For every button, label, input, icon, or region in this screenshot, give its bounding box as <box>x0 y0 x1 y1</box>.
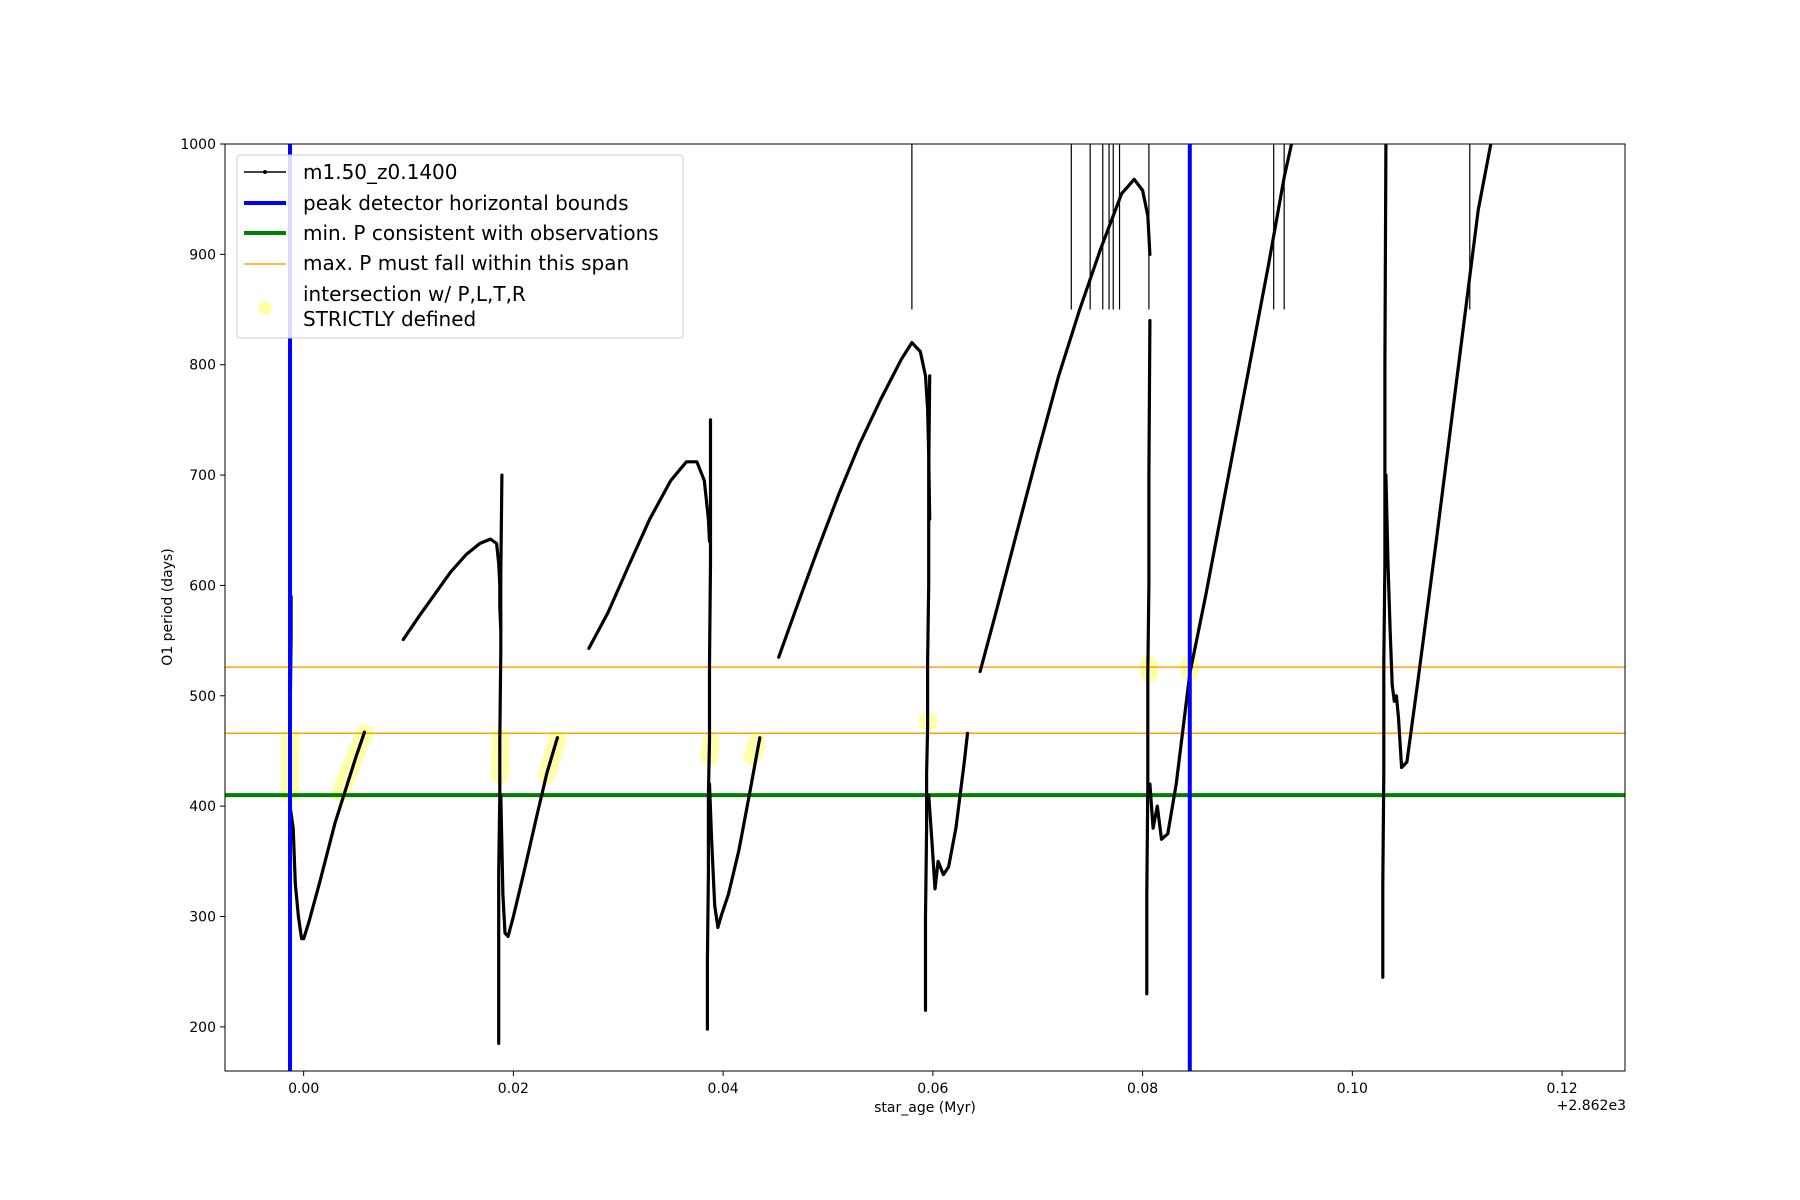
x-tick-label-5: 0.10 <box>1337 1081 1368 1097</box>
series-segment-12 <box>1145 319 1152 996</box>
series-segment-3 <box>497 473 504 1046</box>
y-axis-label: O1 period (days) <box>160 548 176 665</box>
y-tick-label-5: 700 <box>189 468 216 484</box>
plot-frame <box>224 143 1626 1072</box>
y-tick-label-7: 900 <box>189 247 216 263</box>
series-segment-8 <box>777 341 932 659</box>
series-segment-14 <box>1381 144 1388 979</box>
y-tick-label-1: 300 <box>189 910 216 926</box>
legend-label-max-span: max. P must fall within this span <box>303 251 629 275</box>
y-tick-label-6: 800 <box>189 358 216 374</box>
legend-swatch-series-marker <box>263 170 267 174</box>
plot-area <box>225 144 1625 1071</box>
highlight-mark-5 <box>743 733 766 766</box>
series-segment-6 <box>705 418 713 1031</box>
legend-label-series: m1.50_z0.1400 <box>303 160 458 184</box>
series-segment-7 <box>707 736 762 930</box>
y-tick-label-2: 400 <box>189 799 216 815</box>
legend-label-vline: peak detector horizontal bounds <box>303 191 629 215</box>
y-tick-label-4: 600 <box>189 578 216 594</box>
y-tick-label-0: 200 <box>189 1020 216 1036</box>
x-tick-label-2: 0.04 <box>708 1081 739 1097</box>
legend-label-highlight-line2: STRICTLY defined <box>303 307 476 331</box>
legend-label-highlight-line1: intersection w/ P,L,T,R <box>303 282 526 306</box>
x-tick-label-3: 0.06 <box>917 1081 948 1097</box>
series-segment-9 <box>923 374 932 1012</box>
legend-swatch-highlight <box>258 301 272 315</box>
x-tick-label-6: 0.12 <box>1546 1081 1577 1097</box>
y-tick-label-3: 500 <box>189 689 216 705</box>
series-segment-1 <box>288 730 367 941</box>
legend-label-min-line: min. P consistent with observations <box>303 221 659 245</box>
x-axis-offset-label: +2.862e3 <box>1557 1098 1626 1114</box>
y-tick-label-8: 1000 <box>180 137 216 153</box>
x-tick-label-4: 0.08 <box>1127 1081 1158 1097</box>
series-segment-15 <box>1384 144 1493 770</box>
x-tick-label-0: 0.00 <box>288 1081 319 1097</box>
plot-content <box>225 144 1625 1071</box>
axis-ticks: 0.00 0.02 0.04 0.06 0.08 0.10 0.12 200 300 400 500… <box>180 137 1577 1097</box>
x-tick-label-1: 0.02 <box>498 1081 529 1097</box>
legend: m1.50_z0.1400 peak detector horizontal b… <box>236 154 684 339</box>
series-segment-4 <box>499 736 560 939</box>
x-axis-label: star_age (Myr) <box>874 1100 976 1116</box>
series-segment-5 <box>587 460 712 650</box>
legend-box <box>236 154 684 339</box>
series-segment-10 <box>927 731 970 891</box>
